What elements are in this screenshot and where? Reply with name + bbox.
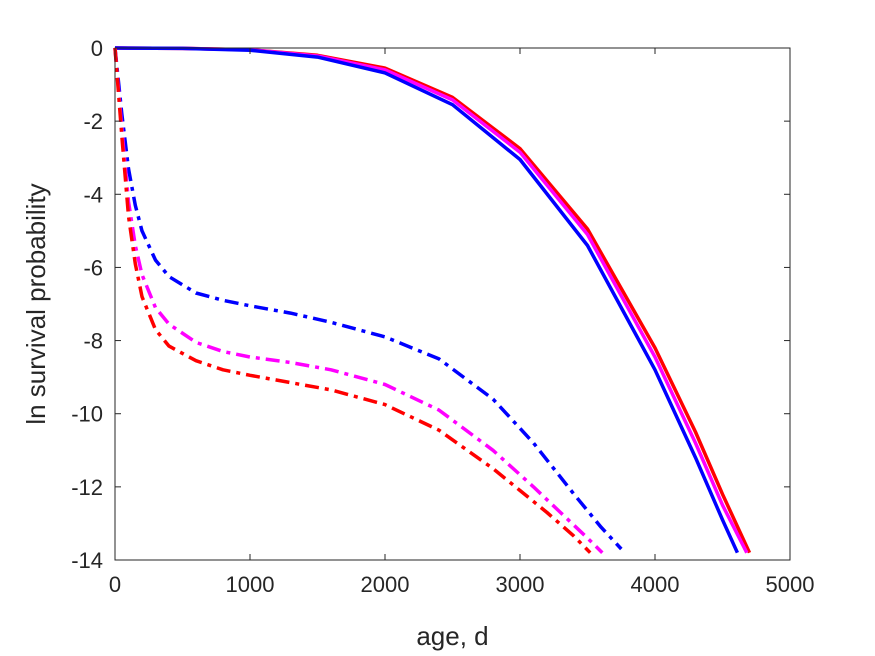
x-axis-label: age, d [416, 621, 488, 651]
y-axis-label: ln survival probability [21, 183, 51, 424]
y-tick-label: -8 [83, 329, 103, 354]
y-tick-label: -14 [71, 548, 103, 573]
series-layer [113, 46, 752, 554]
x-tick-label: 2000 [361, 572, 410, 597]
y-tick-label: 0 [91, 36, 103, 61]
y-tick-label: -6 [83, 255, 103, 280]
series-line-3 [114, 46, 739, 554]
x-tick-label: 5000 [766, 572, 815, 597]
y-tick-label: -2 [83, 109, 103, 134]
series-line-1 [114, 46, 752, 554]
series-line-6 [113, 47, 592, 554]
series-line-5 [113, 47, 604, 554]
series-line-4 [113, 47, 623, 551]
x-tick-label: 4000 [631, 572, 680, 597]
y-axis: 0 -2 -4 -6 -8 -10 -12 -14 [71, 36, 790, 573]
x-tick-label: 1000 [226, 572, 275, 597]
y-tick-label: -12 [71, 475, 103, 500]
x-tick-label: 3000 [496, 572, 545, 597]
x-tick-label: 0 [109, 572, 121, 597]
y-tick-label: -4 [83, 182, 103, 207]
plot-frame [114, 47, 791, 561]
y-tick-label: -10 [71, 402, 103, 427]
series-line-2 [114, 46, 749, 554]
x-axis: 0 1000 2000 3000 4000 5000 [109, 48, 815, 597]
